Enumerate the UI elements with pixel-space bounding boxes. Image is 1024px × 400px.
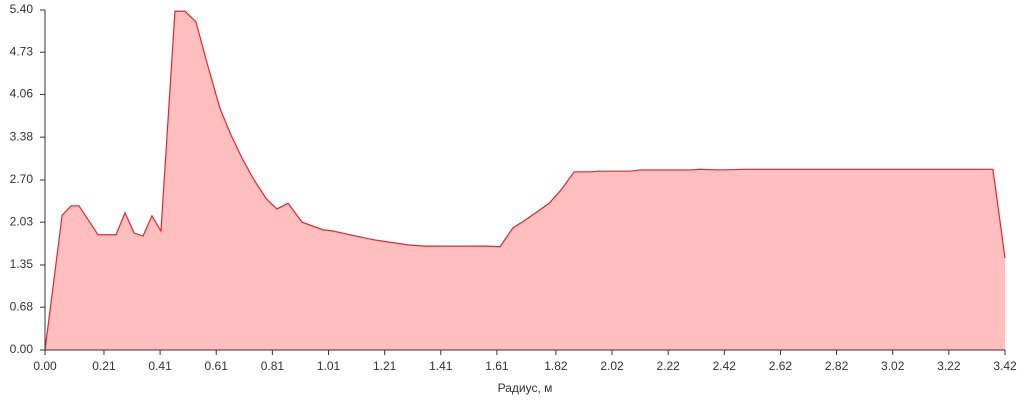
x-tick-label: 1.21 xyxy=(373,359,397,373)
x-tick-label: 1.61 xyxy=(485,359,509,373)
y-tick-label: 2.70 xyxy=(10,172,34,186)
x-tick-label: 1.01 xyxy=(317,359,341,373)
y-tick-label: 4.73 xyxy=(10,44,34,58)
y-tick-label: 4.06 xyxy=(10,87,34,101)
x-tick-label: 0.61 xyxy=(205,359,229,373)
area-line xyxy=(44,10,1006,351)
x-tick-label: 3.42 xyxy=(993,359,1017,373)
x-tick-label: 1.41 xyxy=(429,359,453,373)
x-tick-label: 2.22 xyxy=(656,359,680,373)
y-tick-label: 0.00 xyxy=(10,342,34,356)
x-tick-label: 1.82 xyxy=(544,359,568,373)
x-tick-label: 2.02 xyxy=(600,359,624,373)
x-tick-label: 3.22 xyxy=(937,359,961,373)
y-tick-label: 2.03 xyxy=(10,214,34,228)
y-tick-label: 5.40 xyxy=(10,2,34,16)
x-axis-label: Радиус, м xyxy=(498,381,553,395)
y-tick-label: 1.35 xyxy=(10,257,34,271)
x-tick-label: 2.62 xyxy=(769,359,793,373)
x-tick-label: 2.82 xyxy=(825,359,849,373)
area-fill xyxy=(45,11,1005,351)
x-tick-label: 0.81 xyxy=(261,359,285,373)
x-tick-label: 0.21 xyxy=(92,359,116,373)
x-tick-label: 2.42 xyxy=(713,359,737,373)
y-tick-label: 0.68 xyxy=(10,299,34,313)
x-tick-label: 3.02 xyxy=(881,359,905,373)
x-tick-label: 0.41 xyxy=(148,359,172,373)
x-tick-label: 0.00 xyxy=(33,359,57,373)
y-tick-label: 3.38 xyxy=(10,129,34,143)
